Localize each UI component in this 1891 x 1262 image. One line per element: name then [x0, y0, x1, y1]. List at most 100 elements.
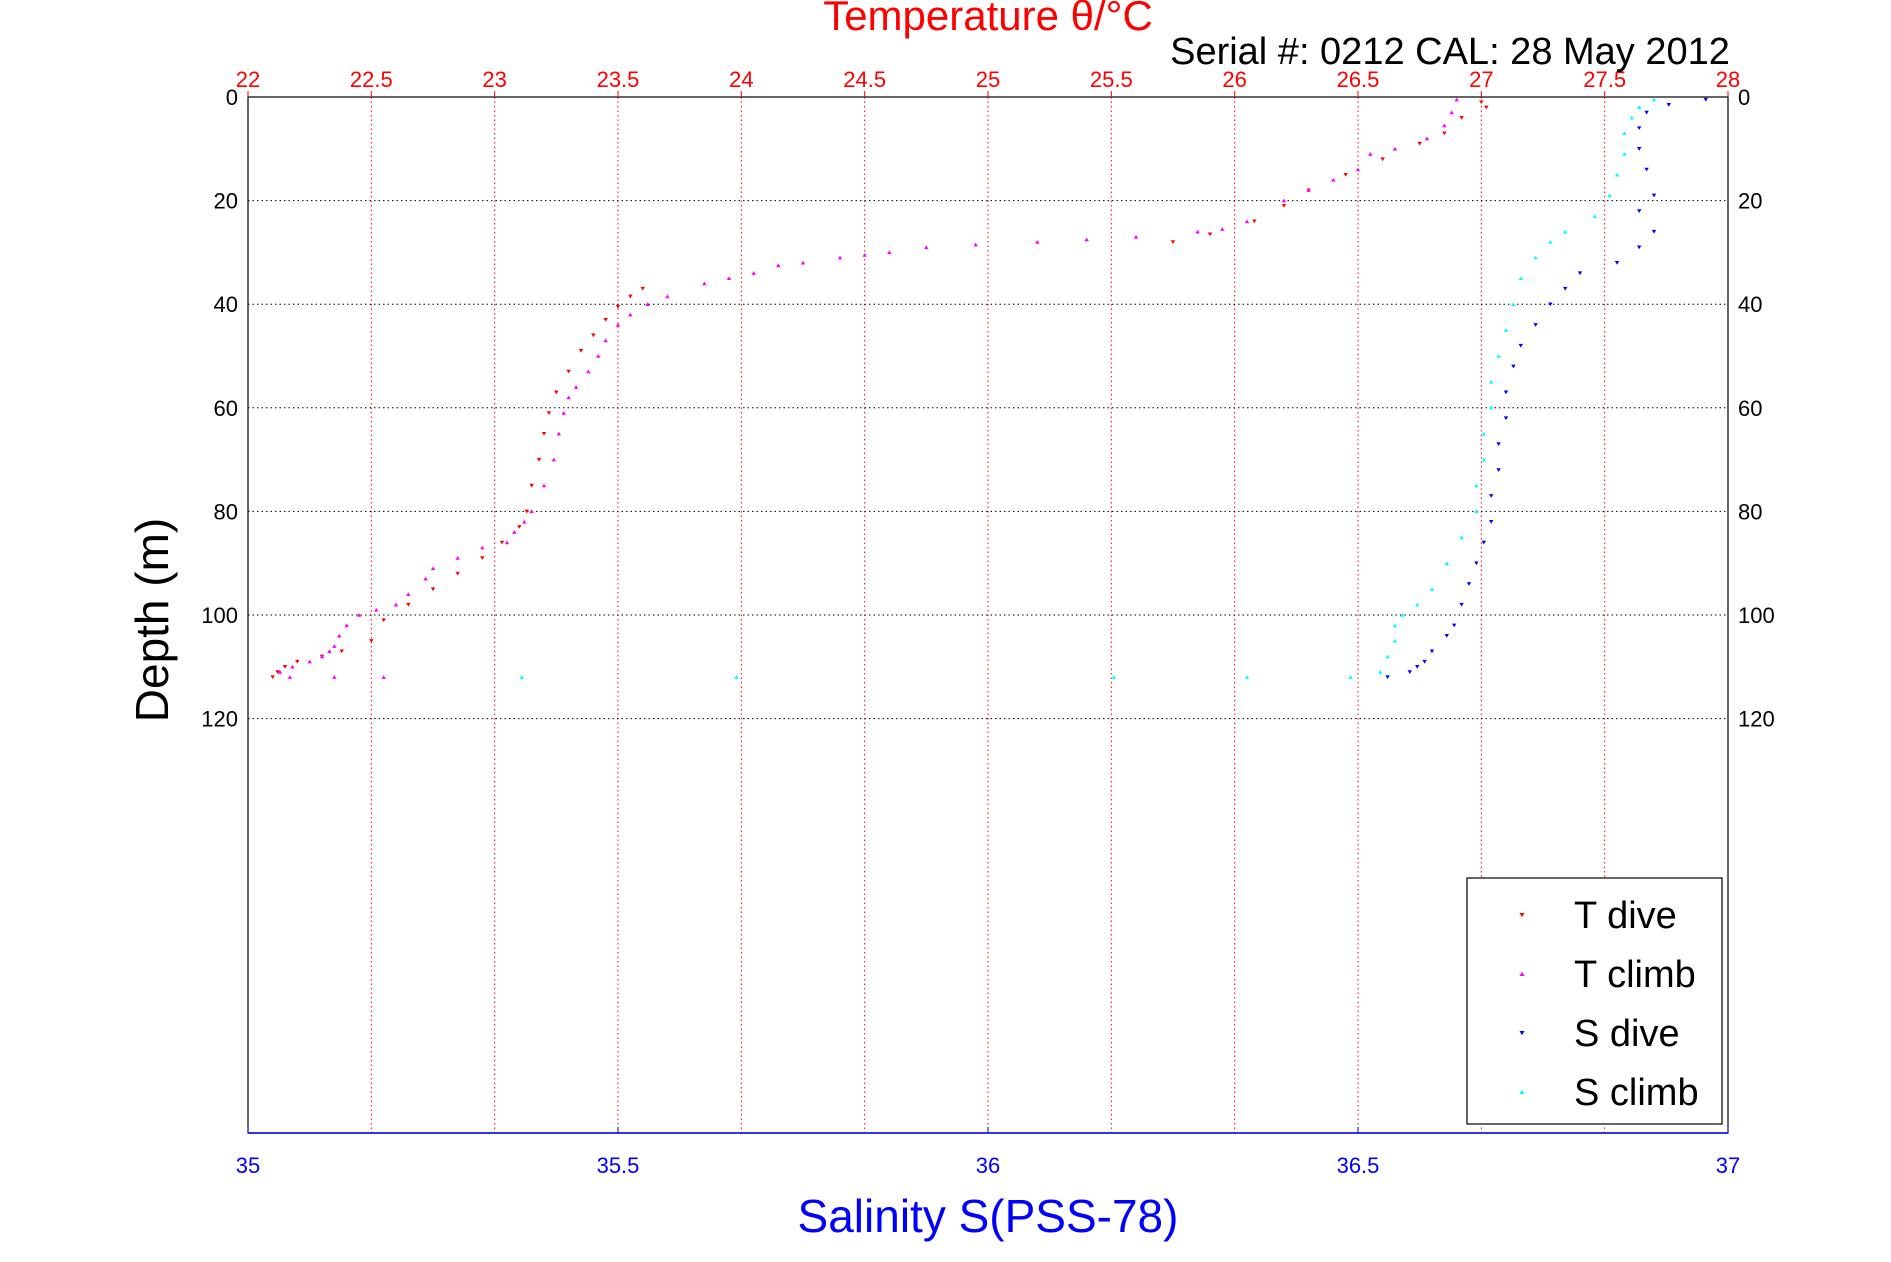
data-point: [1422, 659, 1427, 664]
data-point: [1489, 405, 1494, 410]
data-point: [1392, 638, 1398, 643]
data-point: [1489, 379, 1494, 384]
data-point: [665, 294, 670, 299]
data-point: [529, 509, 534, 514]
data-point: [1496, 442, 1501, 447]
data-point: [1651, 97, 1657, 102]
legend: T dive T climb S dive S climb: [1466, 877, 1723, 1125]
tick-label-depth: 80: [214, 499, 238, 524]
tick-label-depth-right: 100: [1738, 603, 1775, 628]
data-point: [1474, 509, 1479, 514]
tick-label-temperature: 27.5: [1583, 67, 1626, 92]
data-point: [1503, 328, 1509, 332]
data-point: [1429, 649, 1435, 654]
data-point: [393, 602, 399, 607]
data-point: [1637, 105, 1642, 110]
data-point: [1417, 141, 1422, 146]
tick-label-depth-right: 40: [1738, 292, 1762, 317]
data-point: [726, 276, 732, 281]
data-point: [332, 644, 337, 648]
data-point: [430, 587, 436, 592]
data-point: [1592, 214, 1597, 218]
tick-label-temperature: 23: [482, 67, 506, 92]
data-point: [1503, 390, 1509, 395]
data-point: [499, 540, 505, 545]
tick-label-salinity: 36: [976, 1153, 1000, 1178]
data-point: [734, 675, 739, 679]
tick-label-temperature: 25.5: [1090, 67, 1133, 92]
data-point: [455, 571, 460, 576]
data-point: [1424, 136, 1430, 141]
data-point: [1244, 675, 1250, 679]
data-point: [1348, 675, 1353, 679]
data-point: [307, 659, 312, 664]
data-point: [776, 263, 781, 268]
data-point: [837, 255, 843, 260]
data-point: [1511, 302, 1516, 306]
data-point: [275, 670, 280, 674]
data-point: [1496, 354, 1501, 358]
tick-label-depth: 20: [214, 189, 238, 214]
data-point: [586, 369, 591, 374]
data-point: [1220, 227, 1225, 231]
data-point: [1614, 261, 1620, 265]
data-point: [628, 294, 633, 299]
data-point: [1111, 675, 1116, 679]
data-point: [1368, 152, 1373, 156]
data-point: [1637, 126, 1642, 131]
data-point: [1644, 167, 1649, 172]
tick-label-salinity: 36.5: [1337, 1153, 1380, 1178]
data-point: [337, 633, 342, 638]
tick-label-temperature: 25: [976, 67, 1000, 92]
data-point: [369, 639, 374, 643]
tick-label-depth-right: 120: [1738, 707, 1775, 732]
data-point: [1378, 670, 1383, 674]
legend-label: T climb: [1574, 954, 1696, 996]
data-point: [1637, 245, 1642, 250]
data-point: [1452, 623, 1457, 628]
data-point: [1035, 240, 1040, 244]
legend-box: [1466, 877, 1723, 1125]
tick-label-temperature: 26.5: [1337, 67, 1380, 92]
data-point: [1385, 654, 1390, 659]
tick-label-depth: 60: [214, 396, 238, 421]
data-point: [517, 525, 522, 529]
grid: [248, 97, 1728, 1133]
tick-label-salinity: 35.5: [597, 1153, 640, 1178]
data-point: [1614, 172, 1620, 177]
data-point: [1207, 232, 1213, 237]
data-point: [1442, 123, 1447, 128]
data-point: [573, 385, 579, 389]
chart-subtitle: Serial #: 0212 CAL: 28 May 2012: [1170, 31, 1730, 73]
data-point: [1380, 157, 1385, 162]
data-point: [591, 333, 596, 338]
legend-marker: [1519, 1089, 1525, 1094]
data-point: [1459, 115, 1464, 120]
data-point: [1442, 131, 1447, 136]
data-point: [1629, 115, 1634, 120]
data-point: [862, 253, 867, 257]
data-point: [1444, 633, 1449, 638]
data-point: [519, 675, 524, 679]
data-point: [455, 556, 460, 560]
tick-label-temperature: 24.5: [843, 67, 886, 92]
data-point: [480, 545, 485, 550]
data-point: [1133, 234, 1139, 239]
data-point: [566, 369, 571, 374]
data-point: [1252, 219, 1257, 224]
data-point: [887, 250, 892, 255]
data-point: [1533, 255, 1538, 260]
data-point: [1084, 237, 1089, 242]
data-point: [1449, 110, 1454, 115]
data-point: [541, 483, 547, 488]
data-point: [1489, 520, 1494, 524]
data-point: [381, 675, 386, 679]
data-point: [536, 457, 542, 462]
data-point: [1415, 602, 1420, 607]
data-point: [522, 519, 527, 524]
data-point: [751, 271, 756, 275]
tick-label-depth: 120: [201, 707, 238, 732]
data-point: [1637, 209, 1642, 213]
data-point: [640, 286, 645, 291]
data-point: [1392, 146, 1398, 151]
